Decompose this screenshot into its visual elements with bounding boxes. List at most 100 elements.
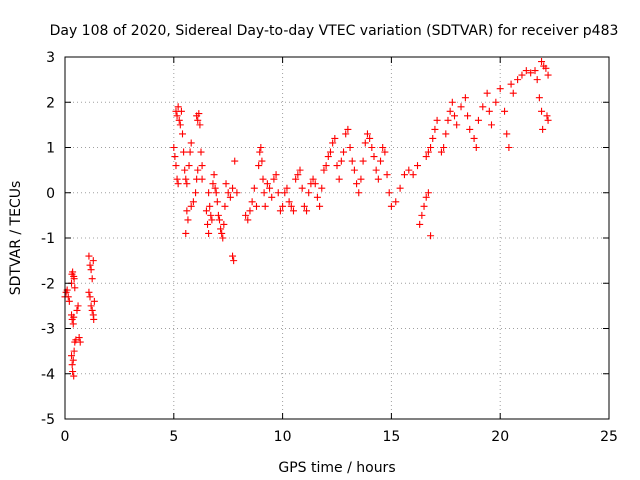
data-point — [204, 220, 212, 228]
data-point — [522, 67, 530, 75]
data-point — [174, 103, 182, 111]
data-point — [470, 134, 478, 142]
data-point — [422, 193, 430, 201]
data-point — [309, 175, 317, 183]
chart-title: Day 108 of 2020, Sidereal Day-to-day VTE… — [50, 23, 619, 39]
data-point — [211, 184, 219, 192]
data-point — [485, 107, 493, 115]
data-point — [359, 157, 367, 165]
data-point — [69, 268, 77, 276]
y-tick-label: 2 — [46, 95, 55, 111]
data-point — [184, 216, 192, 224]
data-point — [374, 175, 382, 183]
data-point — [194, 116, 202, 124]
data-point — [86, 261, 94, 269]
data-point — [207, 211, 215, 219]
data-point — [215, 216, 223, 224]
data-points — [61, 58, 552, 380]
data-point — [387, 202, 395, 210]
data-point — [222, 180, 230, 188]
data-point — [259, 175, 267, 183]
data-point — [70, 313, 78, 321]
data-point — [344, 125, 352, 133]
data-point — [444, 116, 452, 124]
data-point — [285, 198, 293, 206]
data-point — [396, 184, 404, 192]
data-point — [194, 166, 202, 174]
data-point — [281, 189, 289, 197]
data-point — [289, 207, 297, 215]
data-point — [268, 193, 276, 201]
data-point — [424, 148, 432, 156]
data-point — [85, 252, 93, 260]
data-point — [176, 121, 184, 129]
data-point — [70, 275, 78, 283]
data-point — [539, 125, 547, 133]
data-point — [183, 180, 191, 188]
data-point — [85, 288, 93, 296]
data-point — [70, 372, 78, 380]
data-point — [318, 184, 326, 192]
data-point — [213, 198, 221, 206]
data-point — [385, 189, 393, 197]
data-point — [196, 121, 204, 129]
data-point — [258, 157, 266, 165]
data-point — [461, 94, 469, 102]
data-point — [448, 98, 456, 106]
data-point — [368, 144, 376, 151]
data-point — [427, 232, 435, 240]
data-point — [205, 189, 213, 197]
y-tick-label: 0 — [46, 186, 55, 202]
data-point — [353, 180, 361, 188]
data-point — [180, 148, 188, 156]
data-point — [279, 202, 287, 210]
data-point — [210, 171, 218, 179]
data-point — [65, 297, 73, 305]
data-point — [446, 107, 454, 115]
x-tick-label: 0 — [61, 429, 70, 445]
data-point — [183, 207, 191, 215]
data-point — [212, 189, 220, 197]
data-point — [479, 103, 487, 111]
data-point — [75, 334, 83, 342]
data-point — [492, 98, 500, 106]
data-point — [73, 306, 81, 314]
y-tick-label: 3 — [46, 50, 55, 66]
data-point — [505, 144, 513, 151]
x-tick-label: 10 — [274, 429, 292, 445]
data-point — [230, 257, 238, 265]
data-point — [424, 189, 432, 197]
data-point — [270, 175, 278, 183]
data-point — [422, 153, 430, 161]
data-point — [372, 166, 380, 174]
data-point — [68, 352, 76, 360]
data-point — [292, 175, 300, 183]
data-point — [514, 76, 522, 84]
data-point — [416, 220, 424, 228]
data-point — [69, 356, 77, 364]
data-point — [379, 144, 387, 151]
data-point — [400, 171, 408, 179]
data-point — [538, 58, 546, 66]
data-point — [348, 157, 356, 165]
data-point — [355, 189, 363, 197]
x-tick-label: 20 — [491, 429, 509, 445]
data-point — [464, 112, 472, 120]
data-point — [69, 367, 77, 375]
data-point — [261, 202, 269, 210]
data-point — [255, 162, 263, 170]
data-point — [294, 171, 302, 179]
data-point — [202, 207, 210, 215]
data-point — [192, 189, 200, 197]
data-point — [366, 134, 374, 142]
data-point — [409, 171, 417, 179]
data-point — [246, 207, 254, 215]
data-point — [182, 175, 190, 183]
data-point — [182, 229, 190, 237]
data-point — [392, 198, 400, 206]
y-tick-label: -2 — [41, 276, 55, 292]
data-point — [296, 166, 304, 174]
data-point — [472, 144, 480, 151]
x-tick-label: 25 — [600, 429, 618, 445]
data-point — [361, 139, 369, 147]
